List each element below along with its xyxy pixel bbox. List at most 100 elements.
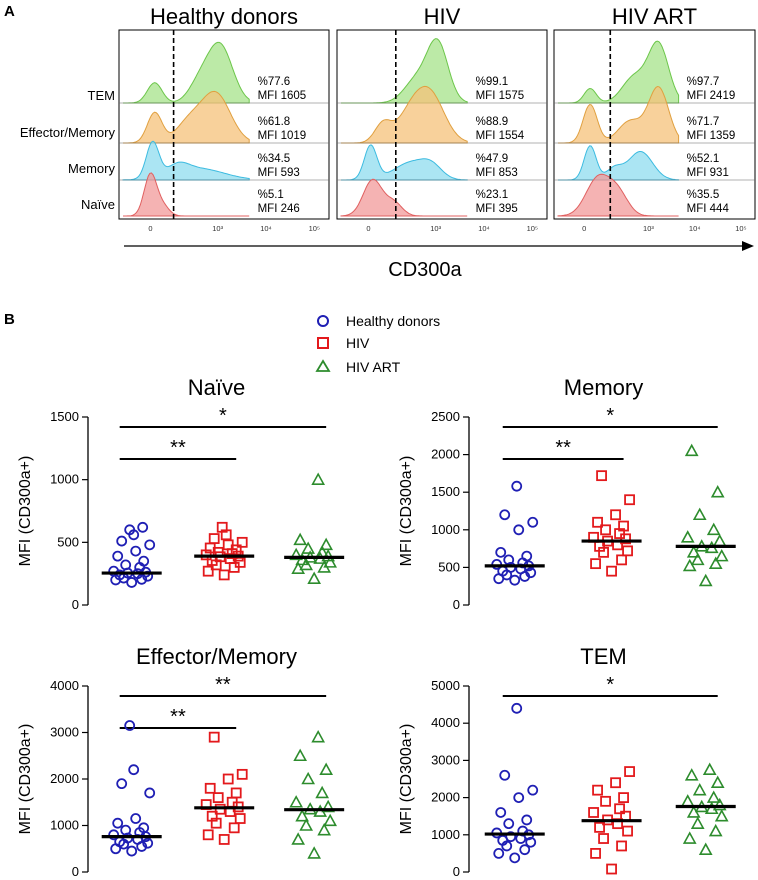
legend-label-healthy-donors: Healthy donors: [346, 313, 440, 329]
data-point-hiv-art-tem: [690, 816, 705, 829]
data-point-healthy-donors-tem: [503, 818, 515, 830]
legend-label-hiv: HIV: [346, 335, 370, 351]
y-tick-label-tem: 3000: [431, 752, 460, 767]
data-point-healthy-donors-effector-memory: [112, 817, 124, 829]
data-point-hiv-tem: [614, 803, 625, 815]
data-point-healthy-donors-memory: [499, 509, 511, 521]
data-point-hiv-memory: [624, 494, 635, 506]
y-tick-label-effector-memory: 0: [72, 864, 79, 879]
stat-percent-na-ve-hiv: %23.1: [476, 189, 509, 201]
data-point-hiv-art-tem: [710, 775, 725, 789]
y-tick-label-tem: 2000: [431, 790, 460, 805]
plot-title-memory: Memory: [564, 375, 643, 400]
data-point-hiv-art-tem: [692, 782, 707, 796]
histogram-tem-hiv-art: [558, 40, 680, 104]
histogram-frame-healthy-donors: [118, 29, 330, 220]
data-point-hiv-effector-memory: [204, 782, 216, 794]
data-point-hiv-art-effector-memory: [289, 795, 304, 808]
data-point-hiv-tem: [622, 825, 633, 837]
data-point-healthy-donors-na-ve: [116, 535, 128, 547]
data-point-hiv-na-ve: [222, 539, 234, 551]
data-point-healthy-donors-na-ve: [144, 539, 156, 551]
row-label-naive: Naïve: [81, 197, 115, 212]
data-point-healthy-donors-tem: [509, 852, 521, 864]
stat-percent-memory-hiv-art: %52.1: [687, 153, 720, 165]
data-point-hiv-memory: [616, 554, 627, 566]
panel-a-letter: A: [4, 3, 15, 20]
data-point-hiv-art-tem: [682, 831, 697, 844]
y-tick-label-memory: 0: [453, 597, 460, 612]
histogram-tick-label: 10³: [212, 224, 223, 233]
data-point-hiv-art-memory: [680, 530, 695, 543]
significance-label-na-ve: **: [170, 437, 186, 459]
data-point-hiv-tem: [588, 807, 599, 818]
data-point-hiv-effector-memory: [202, 829, 214, 841]
data-point-hiv-art-na-ve: [293, 532, 308, 546]
plot-title-tem: TEM: [580, 644, 626, 669]
data-point-hiv-art-tem: [708, 823, 723, 837]
data-point-hiv-art-memory: [682, 558, 697, 572]
data-point-healthy-donors-memory: [521, 550, 533, 562]
data-point-hiv-memory: [590, 558, 601, 570]
data-point-hiv-art-memory: [714, 548, 729, 562]
data-point-hiv-art-effector-memory: [295, 809, 310, 822]
data-point-hiv-art-effector-memory: [315, 785, 330, 799]
data-point-hiv-art-effector-memory: [299, 818, 314, 831]
data-point-healthy-donors-effector-memory: [142, 837, 154, 849]
histogram-tick-label: 10⁴: [478, 224, 490, 233]
data-point-healthy-donors-na-ve: [126, 577, 138, 588]
stat-mfi-effector-memory-hiv: MFI 1554: [476, 130, 525, 142]
histogram-tick-label: 10³: [643, 224, 654, 233]
data-point-hiv-tem: [598, 833, 609, 844]
row-label-memory: Memory: [68, 161, 115, 176]
stat-percent-memory-hiv: %47.9: [476, 153, 509, 165]
histogram-na-ve-hiv: [340, 178, 468, 217]
stat-percent-tem-hiv-art: %97.7: [687, 76, 720, 88]
legend: Healthy donors HIV HIV ART: [315, 313, 440, 375]
legend-label-hiv-art: HIV ART: [346, 359, 401, 375]
row-label-effector-memory: Effector/Memory: [20, 125, 116, 140]
panel-b-letter: B: [4, 311, 15, 328]
histogram-tem-healthy-donors: [123, 41, 250, 104]
data-point-healthy-donors-effector-memory: [144, 787, 156, 799]
data-point-hiv-na-ve: [208, 533, 220, 544]
plot-title-effector-memory: Effector/Memory: [136, 644, 297, 669]
significance-label-memory: **: [555, 437, 571, 459]
histogram-tick-label: 10⁴: [260, 224, 272, 233]
data-point-hiv-effector-memory: [230, 787, 242, 799]
data-point-healthy-donors-memory: [527, 516, 539, 528]
data-point-healthy-donors-tem: [493, 848, 505, 859]
legend-marker-hiv-art: [315, 359, 331, 372]
data-point-hiv-memory: [622, 545, 633, 557]
histogram-memory-hiv-art: [558, 145, 680, 181]
data-point-hiv-art-tem: [712, 797, 727, 811]
data-point-hiv-art-na-ve: [301, 541, 316, 554]
y-tick-label-tem: 0: [453, 864, 460, 879]
data-point-healthy-donors-tem: [527, 784, 539, 796]
data-point-hiv-tem: [624, 766, 635, 777]
histogram-tick-label: 10⁵: [527, 224, 538, 233]
histogram-title-hiv: HIV: [424, 4, 461, 29]
data-point-healthy-donors-tem: [495, 807, 507, 818]
stat-percent-na-ve-healthy-donors: %5.1: [258, 189, 284, 201]
data-point-hiv-tem: [616, 840, 627, 852]
data-point-hiv-memory: [592, 516, 603, 528]
histogram-frame-hiv: [336, 29, 548, 220]
stat-mfi-memory-hiv: MFI 853: [476, 167, 518, 179]
data-point-hiv-art-memory: [708, 556, 723, 569]
histogram-memory-healthy-donors: [122, 140, 250, 181]
histogram-memory-hiv: [341, 144, 468, 181]
stat-percent-tem-healthy-donors: %77.6: [258, 76, 291, 88]
data-point-hiv-art-memory: [684, 443, 699, 457]
data-point-hiv-effector-memory: [208, 731, 220, 743]
data-point-hiv-tem: [606, 863, 617, 875]
cd300a-axis-arrowhead: [742, 241, 754, 251]
data-point-hiv-art-effector-memory: [307, 846, 322, 859]
stat-mfi-effector-memory-healthy-donors: MFI 1019: [258, 130, 307, 142]
stat-percent-na-ve-hiv-art: %35.5: [687, 189, 720, 201]
data-point-hiv-art-tem: [714, 809, 729, 822]
data-point-hiv-art-memory: [712, 533, 727, 547]
data-point-hiv-art-tem: [680, 794, 695, 807]
histogram-na-ve-hiv-art: [557, 173, 679, 217]
